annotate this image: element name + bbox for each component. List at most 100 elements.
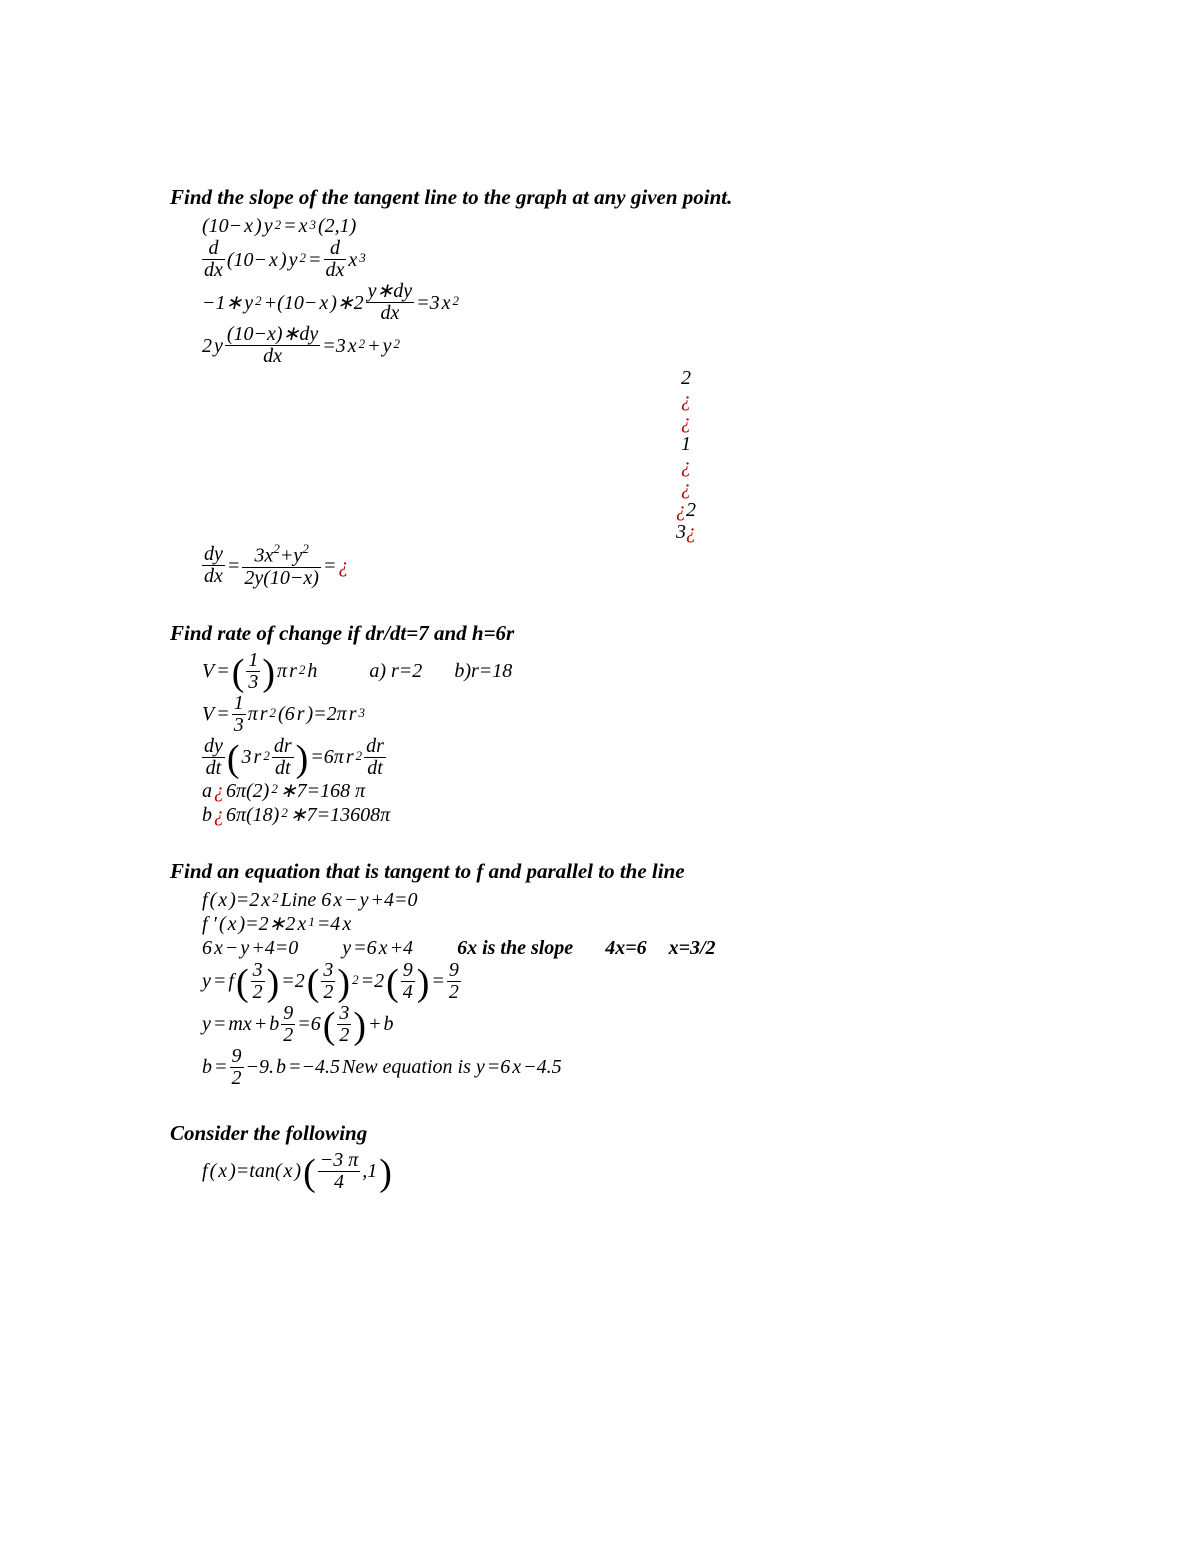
num: 9 xyxy=(230,1046,244,1067)
t: = xyxy=(431,970,445,992)
num: d xyxy=(206,238,220,259)
fraction: 1 3 xyxy=(246,650,260,693)
t: −1∗ xyxy=(202,292,242,314)
math-line: d dx (10− x ) y 2 = d dx x 3 xyxy=(202,238,1040,281)
t: ) xyxy=(294,1160,301,1182)
t: (2,1) xyxy=(318,215,356,237)
t: − xyxy=(344,889,358,911)
t: = xyxy=(308,249,322,271)
t: f xyxy=(202,889,208,911)
den: 2 xyxy=(251,982,265,1003)
den: 2y(10−x) xyxy=(242,568,321,589)
t: )=2π xyxy=(307,703,347,725)
fraction: dr dt xyxy=(272,736,294,779)
sup: 2 xyxy=(255,294,262,308)
t: 2 xyxy=(202,335,212,357)
rparen: ) xyxy=(262,654,275,692)
num: dy xyxy=(202,736,225,757)
t: f xyxy=(228,970,234,992)
math-line: V = ( 1 3 ) π r 2 h a) r=2 b)r=18 xyxy=(202,650,1040,693)
t: + xyxy=(368,1013,382,1035)
problem-4-work: f ( x )=tan( x ) ( −3 π 4 ,1 ) xyxy=(170,1150,1040,1193)
t: = xyxy=(214,1056,228,1078)
t: x xyxy=(214,937,223,959)
num: dy xyxy=(202,544,225,565)
t: x xyxy=(379,937,388,959)
t: =2 xyxy=(361,970,385,992)
den: 4 xyxy=(332,1172,346,1193)
t: New equation is y xyxy=(342,1056,485,1078)
t: + xyxy=(280,545,294,567)
rparen: ) xyxy=(379,1154,392,1192)
t: y xyxy=(289,249,298,271)
t: b xyxy=(269,1013,279,1035)
fraction: d dx xyxy=(324,238,347,281)
num: 9 xyxy=(281,1003,295,1024)
t: 1 xyxy=(681,433,691,455)
t: 3 xyxy=(242,746,252,768)
den: 2 xyxy=(230,1068,244,1089)
sup: 2 xyxy=(359,337,366,351)
t: 6π(2) xyxy=(226,780,269,802)
sup: 2 xyxy=(299,663,306,677)
t: ( xyxy=(219,913,226,935)
t: V xyxy=(202,660,214,682)
t: y xyxy=(240,937,249,959)
t: =6 xyxy=(353,937,377,959)
t: y xyxy=(360,889,369,911)
fraction: −3 π 4 xyxy=(318,1150,361,1193)
sup: 2 xyxy=(273,541,280,556)
t: +4=0 xyxy=(371,889,418,911)
t: ¿ xyxy=(214,780,224,802)
t: x xyxy=(228,913,237,935)
note-x: x=3/2 xyxy=(669,937,716,959)
problem-3-work: f ( x )=2 x 2 Line 6 x − y +4=0 f ′ ( x … xyxy=(170,888,1040,1089)
math-line: f ′ ( x )=2∗2 x 1 =4 x xyxy=(202,912,1040,936)
den: dx xyxy=(202,260,225,281)
t: r xyxy=(346,746,354,768)
den: dx xyxy=(202,566,225,587)
t: x xyxy=(512,1056,521,1078)
problem-4: Consider the following f ( x )=tan( x ) … xyxy=(170,1121,1040,1193)
math-line: V = 1 3 π r 2 (6 r )=2π r 3 xyxy=(202,693,1040,736)
num: 3x2+y2 xyxy=(253,543,311,567)
t: x xyxy=(348,249,357,271)
t: 2 xyxy=(681,367,691,389)
t: x xyxy=(442,292,451,314)
fraction: 3x2+y2 2y(10−x) xyxy=(242,543,321,589)
fraction: 3 2 xyxy=(251,960,265,1003)
lparen: ( xyxy=(236,964,249,1002)
den: dx xyxy=(261,346,284,367)
t: =6π xyxy=(310,746,344,768)
t: )∗2 xyxy=(330,292,363,314)
fraction: dr dt xyxy=(364,736,386,779)
problem-1-work: (10− x ) y 2 = x 3 (2,1) d dx (10− x ) y xyxy=(170,214,1040,589)
t: = xyxy=(216,703,230,725)
t: r xyxy=(254,746,262,768)
note-slope: 6x is the slope xyxy=(457,937,573,959)
t: r xyxy=(289,660,297,682)
problem-2-heading: Find rate of change if dr/dt=7 and h=6r xyxy=(170,621,1040,646)
t: ¿2 xyxy=(676,499,696,521)
rparen: ) xyxy=(296,740,309,778)
t: +(10− xyxy=(264,292,318,314)
lparen: ( xyxy=(227,740,240,778)
t: = xyxy=(283,215,297,237)
problem-2: Find rate of change if dr/dt=7 and h=6r … xyxy=(170,621,1040,827)
t: )=2 xyxy=(229,889,259,911)
stacked-values: 2 ¿ ¿ 1 ¿ ¿ ¿2 3¿ xyxy=(202,367,1040,543)
math-line: −1∗ y 2 +(10− x )∗2 y∗dy dx =3 x 2 xyxy=(202,281,1040,324)
t: =2 xyxy=(281,970,305,992)
t: ,1 xyxy=(362,1160,377,1182)
t: +4=0 xyxy=(251,937,298,959)
t: (10− xyxy=(202,215,242,237)
sup: 2 xyxy=(270,706,277,720)
t: a xyxy=(202,780,212,802)
num: 9 xyxy=(447,960,461,981)
den: dx xyxy=(324,260,347,281)
problem-3-heading: Find an equation that is tangent to f an… xyxy=(170,859,1040,884)
problem-1: Find the slope of the tangent line to th… xyxy=(170,185,1040,589)
den: 2 xyxy=(281,1025,295,1046)
t: ( xyxy=(210,889,217,911)
rparen: ) xyxy=(417,964,430,1002)
